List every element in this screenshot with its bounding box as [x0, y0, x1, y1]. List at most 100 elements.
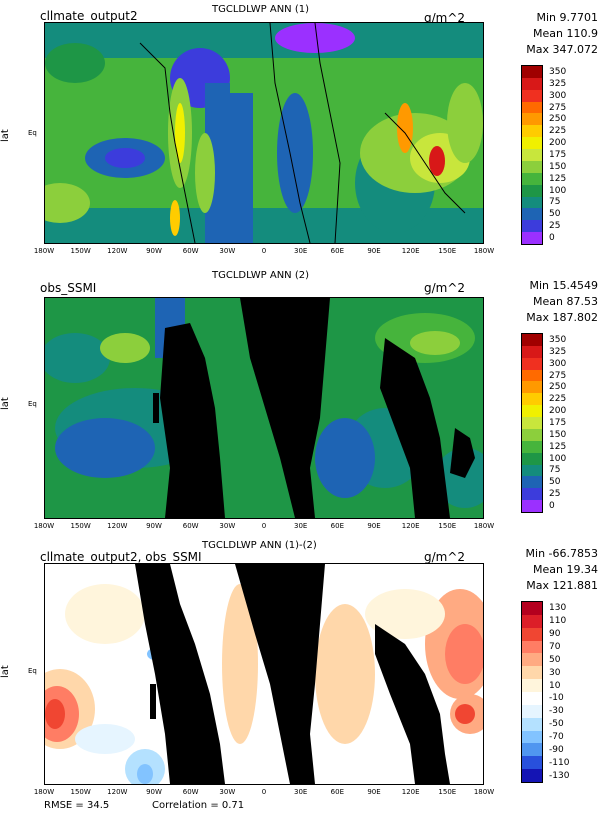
colorbar-label: 250: [549, 114, 567, 125]
x-tick-label: 60E: [330, 788, 344, 796]
x-tick-label: 150E: [438, 788, 457, 796]
panel-difference: cllmate_output2, obs_SSMI TGCLDLWP ANN (…: [0, 536, 606, 814]
colorbar-label: 125: [549, 173, 567, 184]
colorbar-swatch: [522, 137, 542, 150]
colorbar-swatch: [522, 232, 542, 245]
colorbar-label: 50: [549, 209, 561, 220]
y-axis-label: lat: [0, 129, 11, 142]
colorbar-label: 150: [549, 161, 567, 172]
colorbar-label: 25: [549, 489, 561, 500]
colorbar-label: -90: [549, 744, 564, 755]
x-tick-label: 0: [261, 247, 267, 255]
colorbar-label: -130: [549, 770, 570, 781]
colorbar-swatch: [522, 614, 542, 629]
colorbar-label: 75: [549, 465, 561, 476]
map-canvas: [45, 564, 483, 784]
colorbar-label: 25: [549, 221, 561, 232]
eq-tick-label: Eq: [28, 129, 37, 137]
colorbar-swatch: [522, 405, 542, 418]
colorbar-swatch: [522, 357, 542, 371]
colorbar-swatch: [522, 393, 542, 406]
x-tick-label: 60W: [182, 247, 199, 255]
units-label: g/m^2: [424, 11, 466, 25]
plot-title: TGCLDLWP ANN (2): [212, 270, 310, 281]
colorbar-swatch: [522, 488, 542, 501]
x-tick-label: 180W: [473, 522, 495, 530]
colorbar-swatch: [522, 417, 542, 430]
colorbar-label: 200: [549, 406, 567, 417]
colorbar-label: -110: [549, 757, 570, 768]
stat-max: Max 347.072: [526, 43, 598, 56]
colorbar-label: 225: [549, 126, 567, 137]
stat-max: Max 121.881: [526, 579, 598, 592]
colorbar-swatch: [522, 172, 542, 186]
colorbar-label: 0: [549, 233, 555, 244]
colorbar-swatch: [522, 345, 542, 359]
case-name: cllmate_output2, obs_SSMI: [40, 550, 202, 564]
colorbar-label: 175: [549, 150, 567, 160]
x-tick-label: 150W: [70, 247, 91, 255]
x-tick-label: 0: [261, 522, 267, 530]
units-label: g/m^2: [424, 550, 466, 564]
colorbar-swatch: [522, 101, 542, 114]
case-name: cllmate_output2: [40, 9, 138, 23]
colorbar: [521, 65, 543, 245]
colorbar-swatch: [522, 756, 542, 770]
colorbar-swatch: [522, 113, 542, 126]
stat-mean: Mean 19.34: [533, 563, 598, 576]
x-tick-label: 90E: [367, 522, 381, 530]
colorbar-swatch: [522, 428, 542, 442]
stat-min: Min -66.7853: [525, 547, 598, 560]
x-tick-label: 180W: [473, 247, 495, 255]
x-tick-label: 180W: [33, 522, 55, 530]
colorbar-swatch: [522, 717, 542, 732]
x-tick-label: 120E: [401, 522, 420, 530]
panel-model: cllmate_output2 TGCLDLWP ANN (1) g/m^2 M…: [0, 0, 606, 268]
panel-obs: obs_SSMI TGCLDLWP ANN (2) g/m^2 Min 15.4…: [0, 268, 606, 536]
colorbar-label: 50: [549, 654, 561, 665]
colorbar-swatch: [522, 381, 542, 394]
colorbar-label: 75: [549, 197, 561, 208]
colorbar-swatch: [522, 627, 542, 642]
colorbar-label: 300: [549, 358, 567, 369]
colorbar-swatch: [522, 666, 542, 680]
x-tick-label: 60E: [330, 522, 344, 530]
colorbar-swatch: [522, 476, 542, 489]
x-tick-label: 60E: [330, 247, 344, 255]
x-tick-label: 120E: [401, 788, 420, 796]
colorbar-label: 200: [549, 138, 567, 149]
x-tick-label: 120W: [107, 522, 128, 530]
colorbar-swatch: [522, 452, 542, 466]
colorbar-label: -70: [549, 732, 564, 742]
stats-box: Min 15.4549 Mean 87.53 Max 187.802: [526, 278, 598, 326]
correlation-label: Correlation = 0.71: [152, 800, 245, 811]
colorbar-label: 0: [549, 501, 555, 512]
stat-mean: Mean 87.53: [533, 295, 598, 308]
x-tick-label: 30E: [293, 247, 308, 255]
map-canvas: [45, 298, 483, 518]
x-tick-label: 180W: [473, 788, 495, 796]
colorbar-swatch: [522, 704, 542, 719]
colorbar-label: 150: [549, 429, 567, 440]
x-tick-label: 150E: [438, 522, 457, 530]
colorbar-label: 300: [549, 90, 567, 101]
colorbar-label: 325: [549, 346, 567, 357]
eq-tick-label: Eq: [28, 400, 37, 408]
colorbar-swatch: [522, 334, 542, 347]
y-axis-label: lat: [0, 665, 11, 678]
map-plot: [44, 563, 484, 785]
colorbar-swatch: [522, 602, 542, 616]
x-tick-label: 120E: [401, 247, 420, 255]
stats-box: Min -66.7853 Mean 19.34 Max 121.881: [526, 546, 598, 594]
colorbar-label: 350: [549, 66, 567, 77]
x-tick-label: 30E: [293, 522, 308, 530]
rmse-label: RMSE = 34.5: [44, 800, 110, 811]
stat-min: Min 9.7701: [536, 11, 598, 24]
colorbar-swatch: [522, 640, 542, 654]
x-tick-label: 90W: [146, 788, 162, 796]
x-tick-label: 150W: [70, 522, 91, 530]
colorbar-swatch: [522, 369, 542, 382]
colorbar-swatch: [522, 125, 542, 138]
colorbar-label: -50: [549, 719, 564, 730]
x-tick-label: 120W: [107, 247, 128, 255]
